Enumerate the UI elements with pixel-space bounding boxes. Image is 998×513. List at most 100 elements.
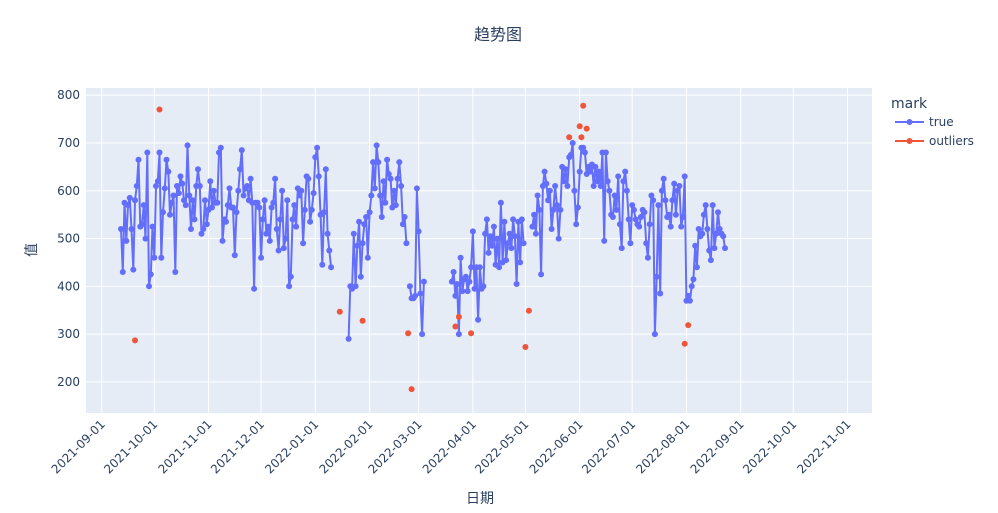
series-true-point[interactable] <box>210 187 217 194</box>
series-true-point[interactable] <box>685 292 692 299</box>
series-true-point[interactable] <box>123 237 130 244</box>
series-true-point[interactable] <box>203 221 210 228</box>
series-true-point[interactable] <box>553 202 560 209</box>
series-true-point[interactable] <box>720 233 727 240</box>
series-outliers-point[interactable] <box>468 330 475 337</box>
series-true-point[interactable] <box>202 197 208 204</box>
series-true-point[interactable] <box>384 156 391 163</box>
series-outliers-point[interactable] <box>522 344 529 350</box>
series-true-point[interactable] <box>592 163 599 170</box>
series-true-point[interactable] <box>581 149 588 156</box>
series-true-point[interactable] <box>543 180 550 187</box>
series-true-point[interactable] <box>188 226 194 232</box>
series-true-point[interactable] <box>237 166 243 173</box>
series-true-point[interactable] <box>151 254 158 261</box>
series-outliers-point[interactable] <box>580 102 587 109</box>
series-true-point[interactable] <box>305 175 312 182</box>
series-true-point[interactable] <box>485 249 492 256</box>
series-true-point[interactable] <box>518 216 525 223</box>
series-true-point[interactable] <box>413 185 420 192</box>
series-true-point[interactable] <box>398 183 405 189</box>
series-true-point[interactable] <box>475 316 482 323</box>
series-true-point[interactable] <box>280 245 287 252</box>
series-true-point[interactable] <box>200 226 207 232</box>
series-true-point[interactable] <box>480 283 487 290</box>
series-true-point[interactable] <box>165 168 172 175</box>
series-true-point[interactable] <box>270 199 277 206</box>
series-true-point[interactable] <box>501 218 508 225</box>
series-true-point[interactable] <box>312 154 319 161</box>
series-true-point[interactable] <box>564 183 571 189</box>
series-true-point[interactable] <box>695 226 702 232</box>
series-true-point[interactable] <box>520 240 527 247</box>
series-true-point[interactable] <box>629 202 636 209</box>
series-true-point[interactable] <box>415 228 422 235</box>
series-true-point[interactable] <box>648 192 655 199</box>
series-true-point[interactable] <box>261 197 268 204</box>
series-true-point[interactable] <box>671 180 678 187</box>
series-true-point[interactable] <box>385 171 392 177</box>
series-true-point[interactable] <box>217 144 224 151</box>
series-true-point[interactable] <box>569 140 576 146</box>
series-true-point[interactable] <box>144 149 151 156</box>
series-true-point[interactable] <box>361 221 368 228</box>
series-true-point[interactable] <box>179 180 186 187</box>
series-true-point[interactable] <box>126 194 133 201</box>
series-true-point[interactable] <box>119 269 126 275</box>
series-true-point[interactable] <box>322 166 329 173</box>
series-true-point[interactable] <box>293 223 300 230</box>
series-true-point[interactable] <box>513 281 520 287</box>
series-true-point[interactable] <box>590 183 597 189</box>
series-true-point[interactable] <box>186 192 193 199</box>
series-true-point[interactable] <box>214 199 221 206</box>
series-true-point[interactable] <box>307 218 314 225</box>
series-true-point[interactable] <box>251 285 258 292</box>
series-true-point[interactable] <box>541 168 548 175</box>
series-true-point[interactable] <box>189 197 196 204</box>
series-true-point[interactable] <box>310 190 317 197</box>
series-true-point[interactable] <box>630 206 637 213</box>
series-true-point[interactable] <box>419 331 426 338</box>
series-true-point[interactable] <box>623 187 630 194</box>
series-true-point[interactable] <box>693 264 700 271</box>
series-true-point[interactable] <box>487 233 494 240</box>
series-true-point[interactable] <box>448 278 455 285</box>
series-true-point[interactable] <box>548 226 555 232</box>
series-true-point[interactable] <box>125 202 131 209</box>
series-true-point[interactable] <box>550 206 557 213</box>
series-true-point[interactable] <box>688 283 695 290</box>
series-true-point[interactable] <box>289 216 296 223</box>
series-true-point[interactable] <box>531 211 538 218</box>
series-true-point[interactable] <box>613 206 620 213</box>
series-true-point[interactable] <box>135 156 142 163</box>
series-true-point[interactable] <box>679 214 686 220</box>
series-true-point[interactable] <box>506 230 513 237</box>
series-true-point[interactable] <box>658 187 665 194</box>
series-true-point[interactable] <box>394 175 401 182</box>
series-true-point[interactable] <box>420 278 427 285</box>
series-true-point[interactable] <box>490 223 497 230</box>
series-true-point[interactable] <box>546 187 553 194</box>
series-true-point[interactable] <box>130 266 137 273</box>
series-true-point[interactable] <box>184 142 191 149</box>
series-outliers-point[interactable] <box>576 123 583 130</box>
series-true-point[interactable] <box>146 283 152 290</box>
series-true-point[interactable] <box>163 156 170 163</box>
series-true-point[interactable] <box>209 204 215 211</box>
series-true-point[interactable] <box>611 192 618 199</box>
series-true-point[interactable] <box>681 173 688 180</box>
series-true-point[interactable] <box>454 281 461 287</box>
series-true-point[interactable] <box>692 242 699 249</box>
series-true-point[interactable] <box>226 185 233 192</box>
series-true-point[interactable] <box>644 254 651 261</box>
series-true-point[interactable] <box>263 230 270 237</box>
series-outliers-point[interactable] <box>405 330 412 337</box>
series-true-point[interactable] <box>181 197 187 204</box>
series-true-point[interactable] <box>672 211 679 218</box>
series-true-point[interactable] <box>321 209 328 216</box>
series-true-point[interactable] <box>314 144 321 151</box>
series-true-point[interactable] <box>153 183 159 189</box>
series-true-point[interactable] <box>452 292 459 299</box>
series-true-point[interactable] <box>417 290 424 297</box>
series-true-point[interactable] <box>375 159 382 166</box>
